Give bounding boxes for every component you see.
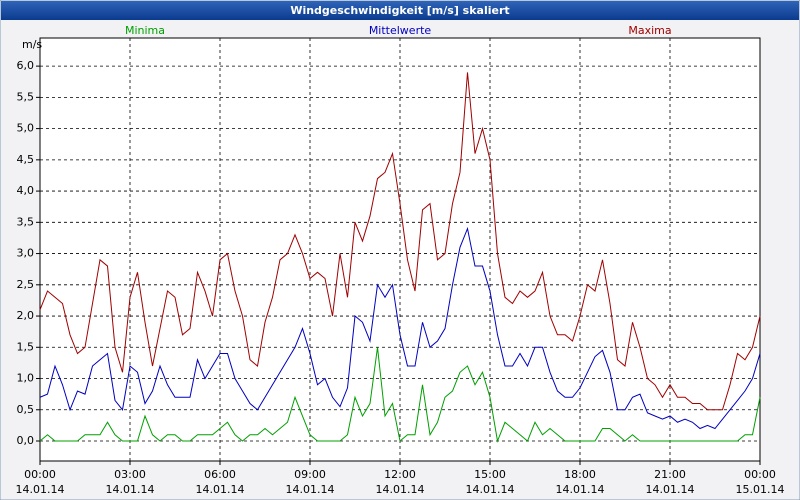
y-axis-label: m/s — [22, 38, 42, 51]
y-tick-label: 0,0 — [17, 434, 35, 447]
legend-entry: Mittelwerte — [369, 24, 432, 37]
x-tick-label: 00:00 — [24, 468, 56, 481]
x-tick-date: 14.01.14 — [556, 483, 605, 496]
y-tick-label: 4,5 — [17, 153, 35, 166]
x-tick-label: 12:00 — [384, 468, 416, 481]
x-tick-label: 18:00 — [564, 468, 596, 481]
series-line — [39, 226, 761, 430]
x-tick-date: 14.01.14 — [376, 483, 425, 496]
y-tick-label: 6,0 — [17, 59, 35, 72]
x-tick-label: 03:00 — [114, 468, 146, 481]
legend-entry: Minima — [125, 24, 165, 37]
chart-title: Windgeschwindigkeit [m/s] skaliert — [290, 4, 509, 17]
y-tick-label: 0,5 — [17, 403, 35, 416]
legend-entry: Maxima — [628, 24, 671, 37]
x-tick-label: 00:00 — [744, 468, 776, 481]
series-line — [39, 347, 761, 443]
y-tick-label: 4,0 — [17, 184, 35, 197]
title-bar — [1, 1, 799, 20]
y-tick-label: 5,0 — [17, 122, 35, 135]
y-tick-label: 2,5 — [17, 278, 35, 291]
x-tick-label: 09:00 — [294, 468, 326, 481]
x-tick-date: 14.01.14 — [286, 483, 335, 496]
x-tick-label: 15:00 — [474, 468, 506, 481]
y-tick-label: 1,5 — [17, 340, 35, 353]
y-tick-label: 5,5 — [17, 90, 35, 103]
x-tick-date: 14.01.14 — [106, 483, 155, 496]
y-tick-label: 3,0 — [17, 247, 35, 260]
y-tick-label: 3,5 — [17, 215, 35, 228]
series-line — [39, 72, 761, 411]
y-tick-label: 2,0 — [17, 309, 35, 322]
x-tick-label: 21:00 — [654, 468, 686, 481]
y-tick-label: 1,0 — [17, 372, 35, 385]
x-tick-date: 14.01.14 — [646, 483, 695, 496]
x-tick-date: 14.01.14 — [466, 483, 515, 496]
x-tick-date: 15.01.14 — [736, 483, 785, 496]
x-tick-date: 14.01.14 — [16, 483, 65, 496]
x-tick-date: 14.01.14 — [196, 483, 245, 496]
x-tick-label: 06:00 — [204, 468, 236, 481]
